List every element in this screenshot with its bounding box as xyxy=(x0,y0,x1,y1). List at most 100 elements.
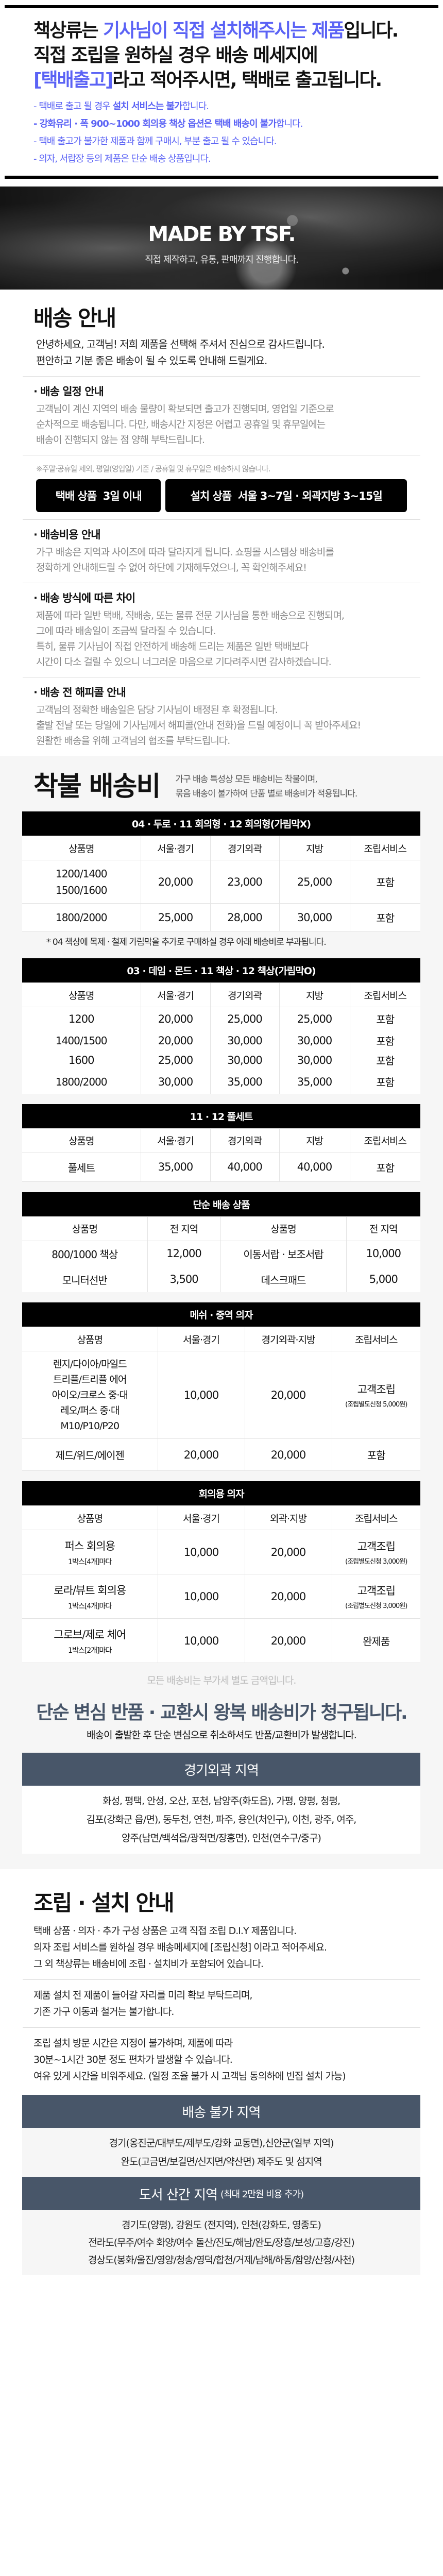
table-cell: 10,000 xyxy=(157,1530,245,1574)
column-header: 전 지역 xyxy=(346,1216,420,1241)
column-header: 외곽·지방 xyxy=(244,1505,332,1530)
cell-line: 아이오/크로스 중·대 xyxy=(52,1389,128,1401)
region-line: 완도(고금면/보길면/신지면/약산면) 제주도 및 섬지역 xyxy=(121,2156,322,2167)
table-cell: 25,000 xyxy=(140,903,211,931)
column-header: 경기외곽 xyxy=(210,1128,280,1153)
badge-parcel-delivery: 택배 상품 3일 이내 xyxy=(36,479,161,512)
table-cell: 제드/위드/에이젠 xyxy=(22,1438,158,1471)
cell-line: 렌지/다이아/마일드 xyxy=(53,1358,127,1370)
table-cell: 25,000 xyxy=(279,1007,350,1031)
table-cell: 고객조립 (조립별도신청 5,000원) xyxy=(331,1351,420,1439)
table-cell: 포함 xyxy=(349,1050,420,1070)
table-title: 메쉬 · 중역 의자 xyxy=(22,1302,420,1327)
bullet-emphasis: - 강화유리 · 폭 900~1000 회의용 책상 옵션은 택배 배송이 불가 xyxy=(33,118,277,129)
table-cell: 포함 xyxy=(349,1007,420,1031)
table-cell: 고객조립 (조립별도신청 3,000원) xyxy=(331,1530,420,1574)
column-header: 서울·경기 xyxy=(140,1128,211,1153)
text-line: 배송이 진행되지 않는 점 양해 부탁드립니다. xyxy=(36,434,205,446)
schedule-heading: · 배송 일정 안내 xyxy=(33,385,104,398)
column-header: 전 지역 xyxy=(147,1216,221,1241)
table-cell: 20,000 xyxy=(244,1574,332,1619)
table-cell: 35,000 xyxy=(210,1070,280,1094)
region-line: 김포(강화군 읍/면), 동두천, 연천, 파주, 용인(처인구), 이천, 광… xyxy=(86,1814,357,1825)
bullet-item: - 강화유리 · 폭 900~1000 회의용 책상 옵션은 택배 배송이 불가… xyxy=(33,115,410,133)
table-cell: 포함 xyxy=(349,1030,420,1050)
table-cell: 20,000 xyxy=(244,1618,332,1663)
bullet-emphasis: 설치 서비스는 불가 xyxy=(112,101,183,112)
cell-main: 고객조립 xyxy=(357,1585,396,1597)
bullet-item: - 의자, 서랍장 등의 제품은 단순 배송 상품입니다. xyxy=(33,150,410,168)
table-title: 04 · 두로 · 11 회의형 · 12 회의형(가림막X) xyxy=(22,811,420,836)
headline-text: 직접 조립을 원하실 경우 배송 메세지에 xyxy=(33,45,318,66)
text-line: 기존 가구 이동과 철거는 불가합니다. xyxy=(33,2006,174,2018)
divider xyxy=(23,376,420,377)
top-divider-bar xyxy=(5,5,438,8)
cell-sub-note: (조립별도신청 3,000원) xyxy=(345,1558,407,1566)
cell-main: 고객조립 xyxy=(357,1540,396,1553)
table-row: 1400/1500 20,000 30,000 30,000 포함 xyxy=(22,1030,420,1050)
table-title: 회의용 의자 xyxy=(22,1481,420,1505)
cell-line: M10/P10/P20 xyxy=(60,1420,120,1432)
fee-table-fullset: 11 · 12 풀세트 상품명 서울·경기 경기외곽 지방 조립서비스 풀세트 35,000 4… xyxy=(22,1104,420,1182)
remote-title: 도서 산간 지역 xyxy=(139,2187,218,2203)
text-line: 그 외 책상류는 배송비에 조립 · 설치비가 포함되어 있습니다. xyxy=(33,1958,264,1970)
table-cell: 데스크패드 xyxy=(220,1266,347,1292)
table-cell: 1400/1500 xyxy=(22,1030,141,1050)
headline-highlight: 기사님이 직접 설치해주시는 제품 xyxy=(103,20,345,41)
cell-sub-note: (조립별도신청 3,000원) xyxy=(345,1602,407,1610)
intro-line: 편안하고 기분 좋은 배송이 될 수 있도록 안내해 드릴게요. xyxy=(36,354,267,367)
headline-line: [택배출고]라고 적어주시면, 택배로 출고됩니다. xyxy=(33,68,410,93)
table-title: 단순 배송 상품 xyxy=(22,1192,420,1216)
table-cell: 1800/2000 xyxy=(22,903,141,931)
intro-line: 안녕하세요, 고객님! 저희 제품을 선택해 주셔서 진심으로 감사드립니다. xyxy=(36,338,325,350)
text-line: 고객님이 계신 지역의 배송 물량이 확보되면 출고가 진행되며, 영업일 기준… xyxy=(36,403,334,415)
table-cell: 로라/뷰트 회의용 1박스[4개]마다 xyxy=(22,1574,158,1619)
table-cell: 25,000 xyxy=(210,1007,280,1031)
table-row: 모니터선반 3,500 데스크패드 5,000 xyxy=(22,1266,420,1292)
table-row: 퍼스 회의용 1박스[4개]마다 10,000 20,000 고객조립 (조립별도신청 3… xyxy=(22,1530,420,1574)
assembly-title: 조립 · 설치 안내 xyxy=(33,1890,175,1916)
assembly-text-2: 제품 설치 전 제품이 들어갈 자리를 미리 확보 부탁드리며, 기존 가구 이… xyxy=(33,1987,410,2020)
headline-line: 직접 조립을 원하실 경우 배송 메세지에 xyxy=(33,43,410,68)
column-header: 상품명 xyxy=(22,1216,148,1241)
column-header: 경기외곽·지방 xyxy=(244,1327,332,1351)
table-cell: 30,000 xyxy=(279,903,350,931)
divider-bar xyxy=(5,176,438,179)
table-cell: 10,000 xyxy=(157,1351,245,1439)
table-row: 1600 25,000 30,000 30,000 포함 xyxy=(22,1050,420,1070)
table-cell: 모니터선반 xyxy=(22,1266,148,1292)
table-cell: 30,000 xyxy=(279,1050,350,1070)
region-line: 전라도(무주/여수 화양/여수 돌산/진도/해남/완도/장흥/보성/고흥/강진) xyxy=(88,2237,354,2248)
return-fee-title: 단순 변심 반품 · 교환시 왕복 배송비가 청구됩니다. xyxy=(36,1702,407,1723)
table-header-row: 상품명 서울·경기 외곽·지방 조립서비스 xyxy=(22,1505,420,1530)
table-cell: 포함 xyxy=(349,1070,420,1094)
fee-table-desk-with-panel: 03 · 데임 · 몬드 · 11 책상 · 12 책상(가림막O) 상품명 서울·… xyxy=(22,958,420,1094)
table-cell: 그로브/제로 체어 1박스[2개]마다 xyxy=(22,1618,158,1663)
table-cell: 35,000 xyxy=(140,1152,211,1182)
cell-line: 레오/퍼스 중·대 xyxy=(60,1404,120,1416)
fee-table: 상품명 서울·경기 경기외곽 지방 조립서비스 풀세트 35,000 40,000 40,000… xyxy=(22,1128,420,1182)
table-cell: 1800/2000 xyxy=(22,1070,141,1094)
table-row: 로라/뷰트 회의용 1박스[4개]마다 10,000 20,000 고객조립 (조립별도신… xyxy=(22,1574,420,1619)
text-line: 출발 전날 또는 당일에 기사님께서 해피콜(안내 전화)을 드릴 예정이니 꼭… xyxy=(36,720,361,731)
text-line: 택배 상품 · 의자 · 추가 구성 상품은 고객 직접 조립 D.I.Y 제품… xyxy=(33,1925,297,1937)
cell-line: 트리플/트리플 에어 xyxy=(53,1374,127,1385)
column-header: 지방 xyxy=(279,1128,350,1153)
table-cell: 10,000 xyxy=(157,1574,245,1619)
fee-table-meeting-chair: 회의용 의자 상품명 서울·경기 외곽·지방 조립서비스 퍼스 회의용 1박스[4개]마다 1… xyxy=(22,1481,420,1663)
fee-table-simple-delivery: 단순 배송 상품 상품명 전 지역 상품명 전 지역 800/1000 책상 12,000 이… xyxy=(22,1192,420,1292)
cost-heading: · 배송비용 안내 xyxy=(33,529,101,541)
banner-title: MADE BY TSF. xyxy=(148,223,296,246)
return-fee-desc: 배송이 출발한 후 단순 변심으로 취소하셔도 반품/교환비가 발생합니다. xyxy=(87,1730,357,1741)
text-line: 가구 배송 특성상 모든 배송비는 착불이며, xyxy=(175,774,317,785)
no-delivery-list: 경기(옹진군/대부도/제부도/강화 교동면),신안군(일부 지역) 완도(고금면… xyxy=(22,2128,420,2177)
shipping-title: 배송 안내 xyxy=(33,306,116,331)
shipping-fee-section: 착불 배송비 가구 배송 특성상 모든 배송비는 착불이며, 묶음 배송이 불가… xyxy=(0,756,443,1869)
text-line: 시간이 다소 걸릴 수 있으니 너그러운 마음으로 기다려주시면 감사하겠습니다… xyxy=(36,656,332,668)
column-header: 조립서비스 xyxy=(349,836,420,860)
table-cell: 23,000 xyxy=(210,860,280,904)
table-cell: 3,500 xyxy=(147,1266,221,1292)
text-line: 원활한 배송을 위해 고객님의 협조를 부탁드립니다. xyxy=(36,735,230,747)
